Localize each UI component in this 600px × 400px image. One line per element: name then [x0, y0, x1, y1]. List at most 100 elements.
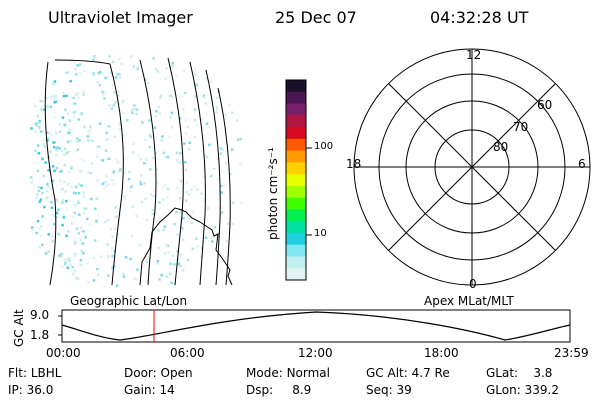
- colorbar-segment: [286, 197, 306, 210]
- emission-pixel: [76, 140, 79, 143]
- emission-pixel: [140, 174, 143, 177]
- emission-pixel: [128, 170, 131, 174]
- colorbar-segment: [286, 221, 306, 234]
- emission-pixel: [147, 279, 151, 283]
- emission-pixel: [30, 127, 33, 130]
- emission-pixel: [109, 227, 112, 231]
- emission-pixel: [110, 107, 114, 110]
- emission-pixel: [219, 147, 223, 150]
- emission-pixel: [73, 239, 77, 242]
- emission-pixel: [116, 73, 119, 76]
- coastline: [139, 207, 233, 286]
- emission-pixel: [55, 215, 58, 219]
- emission-pixel: [73, 211, 76, 215]
- emission-pixel: [66, 152, 69, 156]
- emission-pixel: [145, 218, 149, 222]
- emission-pixel: [165, 243, 168, 247]
- emission-pixel: [155, 110, 158, 113]
- emission-pixel: [148, 145, 151, 149]
- emission-pixel: [50, 201, 53, 204]
- emission-pixel: [102, 182, 105, 185]
- emission-pixel: [166, 196, 169, 199]
- emission-pixel: [67, 182, 70, 186]
- emission-pixel: [188, 141, 191, 145]
- emission-pixel: [90, 197, 93, 201]
- emission-pixel: [47, 169, 50, 172]
- time-label: 04:32:28 UT: [430, 8, 529, 27]
- emission-pixel: [211, 240, 214, 243]
- mlt-label-18: 18: [346, 157, 362, 171]
- emission-pixel: [158, 201, 161, 204]
- emission-pixel: [41, 157, 44, 161]
- emission-pixel: [33, 104, 37, 108]
- emission-pixel: [73, 243, 77, 247]
- emission-pixel: [224, 162, 228, 165]
- emission-pixel: [77, 201, 80, 205]
- emission-pixel: [31, 179, 34, 183]
- emission-pixel: [66, 132, 69, 136]
- emission-pixel: [98, 122, 102, 125]
- emission-pixel: [71, 272, 75, 275]
- geographic-title: Geographic Lat/Lon: [70, 294, 188, 308]
- emission-pixel: [205, 77, 208, 80]
- emission-pixel: [82, 207, 86, 210]
- emission-pixel: [80, 184, 83, 187]
- emission-pixel: [145, 260, 149, 264]
- emission-pixel: [187, 148, 190, 151]
- emission-pixel: [55, 131, 58, 134]
- emission-pixel: [194, 72, 198, 76]
- emission-pixel: [58, 123, 61, 126]
- emission-pixel: [58, 254, 62, 257]
- emission-pixel: [113, 91, 116, 94]
- emission-pixel: [81, 242, 85, 245]
- emission-pixel: [55, 168, 58, 171]
- emission-pixel: [157, 105, 160, 109]
- emission-pixel: [47, 137, 50, 140]
- emission-pixel: [36, 219, 40, 223]
- emission-pixel: [235, 119, 239, 122]
- emission-pixel: [67, 150, 70, 153]
- emission-pixel: [63, 262, 67, 266]
- emission-pixel: [105, 184, 108, 188]
- emission-pixel: [93, 55, 96, 58]
- emission-pixel: [35, 124, 39, 127]
- emission-pixel: [143, 161, 146, 165]
- emission-pixel: [111, 83, 114, 87]
- colorbar-segment: [286, 268, 306, 281]
- emission-pixel: [176, 233, 179, 236]
- emission-pixel: [56, 146, 59, 149]
- emission-pixel: [46, 139, 49, 142]
- emission-pixel: [64, 147, 67, 150]
- emission-pixel: [112, 182, 115, 186]
- emission-pixel: [61, 187, 64, 191]
- emission-pixel: [104, 76, 107, 80]
- emission-pixel: [73, 255, 76, 258]
- emission-pixel: [179, 253, 182, 257]
- emission-pixel: [119, 123, 122, 127]
- emission-pixel: [74, 192, 78, 195]
- emission-pixel: [177, 262, 180, 266]
- emission-pixel: [79, 238, 83, 242]
- emission-pixel: [42, 138, 45, 142]
- emission-pixel: [187, 193, 191, 197]
- emission-pixel: [101, 90, 104, 93]
- uv-emission-dots: [30, 55, 242, 287]
- emission-pixel: [209, 174, 213, 178]
- emission-pixel: [215, 108, 218, 111]
- emission-pixel: [83, 125, 86, 129]
- emission-pixel: [154, 211, 157, 215]
- emission-pixel: [38, 200, 41, 203]
- emission-pixel: [132, 277, 136, 281]
- emission-pixel: [192, 211, 195, 214]
- emission-pixel: [73, 62, 76, 65]
- emission-pixel: [99, 70, 102, 74]
- emission-pixel: [37, 185, 40, 189]
- emission-pixel: [111, 235, 114, 238]
- emission-pixel: [38, 121, 41, 125]
- emission-pixel: [237, 138, 240, 141]
- emission-pixel: [185, 181, 188, 185]
- colorbar-segment: [286, 256, 306, 269]
- emission-pixel: [43, 145, 46, 149]
- emission-pixel: [203, 134, 206, 138]
